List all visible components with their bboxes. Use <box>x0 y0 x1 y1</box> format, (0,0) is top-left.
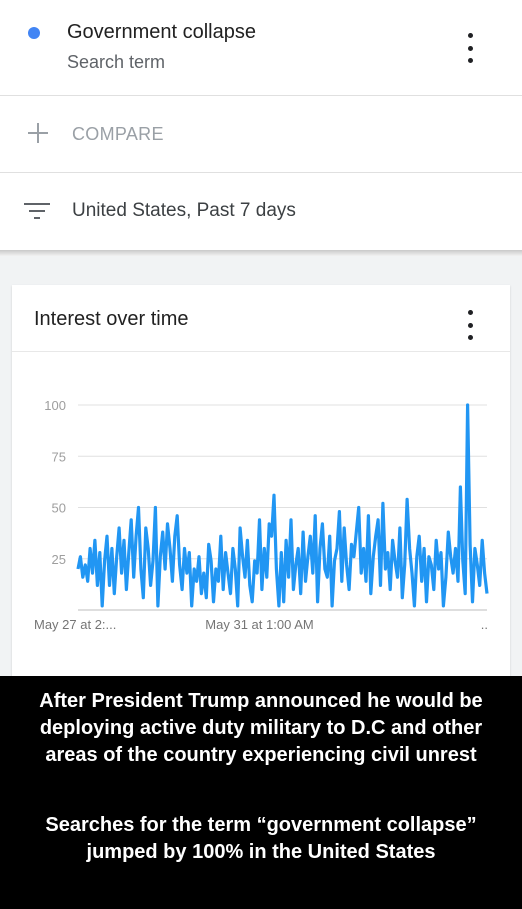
plus-icon <box>28 123 48 143</box>
search-term-type: Search term <box>67 52 166 72</box>
y-tick-label: 50 <box>52 501 66 516</box>
divider <box>0 95 522 96</box>
card-divider <box>12 351 510 352</box>
term-color-dot <box>28 27 40 39</box>
x-tick-label: .. <box>481 617 488 632</box>
x-tick-label: May 31 at 1:00 AM <box>205 617 313 632</box>
series-line <box>76 403 489 608</box>
caption-panel: After President Trump announced he would… <box>0 676 522 909</box>
filter-label: United States, Past 7 days <box>72 200 296 221</box>
y-tick-label: 75 <box>52 449 66 464</box>
y-tick-label: 25 <box>52 552 66 567</box>
interest-over-time-card: Interest over time 25 50 75 100 May 27 at 2:… <box>12 285 510 680</box>
chart-options-icon[interactable] <box>466 310 474 340</box>
y-tick-label: 100 <box>44 398 66 413</box>
interest-chart: 25 50 75 100 May 27 at 2:... May 31 at 1:00 A… <box>34 398 489 632</box>
compare-label: COMPARE <box>72 124 164 144</box>
divider <box>0 172 522 173</box>
caption-line: Searches for the term “government collap… <box>45 814 477 863</box>
search-term-name: Government collapse <box>67 21 256 43</box>
filter-row[interactable]: United States, Past 7 days <box>0 173 522 250</box>
caption-line: After President Trump announced he would… <box>39 690 483 766</box>
section-shadow <box>0 250 522 256</box>
compare-button[interactable]: COMPARE <box>0 96 522 172</box>
x-tick-label: May 27 at 2:... <box>34 617 116 632</box>
search-term-row[interactable]: Government collapse Search term <box>0 0 522 95</box>
chart-title: Interest over time <box>34 308 189 330</box>
filter-icon <box>24 203 50 221</box>
more-options-icon[interactable] <box>466 33 474 63</box>
